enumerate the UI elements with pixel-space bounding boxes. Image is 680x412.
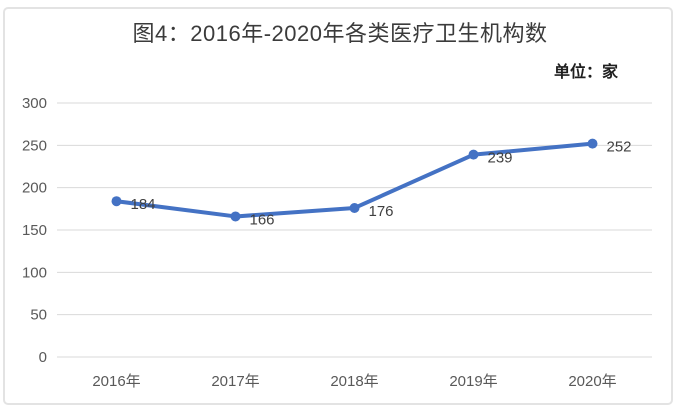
x-tick-label: 2017年 — [211, 373, 259, 390]
x-tick-label: 2020年 — [568, 373, 616, 390]
data-point-label: 252 — [607, 139, 632, 156]
data-point-marker — [230, 211, 241, 222]
data-point-marker — [468, 149, 479, 160]
y-tick-label: 100 — [22, 264, 47, 281]
unit-label: 单位：家 — [553, 64, 618, 81]
y-tick-label: 0 — [39, 349, 47, 366]
x-tick-label: 2019年 — [449, 373, 497, 390]
x-tick-label: 2018年 — [330, 373, 378, 390]
data-point-label: 176 — [369, 203, 394, 220]
y-tick-label: 50 — [30, 307, 47, 324]
y-tick-label: 150 — [22, 222, 47, 239]
x-tick-label: 2016年 — [92, 373, 140, 390]
y-tick-label: 200 — [22, 180, 47, 197]
data-point-marker — [349, 202, 360, 213]
data-point-marker — [111, 196, 122, 207]
y-tick-label: 250 — [22, 137, 47, 154]
data-point-label: 166 — [250, 211, 275, 228]
data-point-label: 239 — [488, 150, 513, 167]
data-point-marker — [587, 138, 598, 149]
data-point-label: 184 — [131, 196, 156, 213]
chart-title: 图4：2016年-2020年各类医疗卫生机构数 — [132, 21, 548, 46]
y-tick-label: 300 — [22, 95, 47, 112]
